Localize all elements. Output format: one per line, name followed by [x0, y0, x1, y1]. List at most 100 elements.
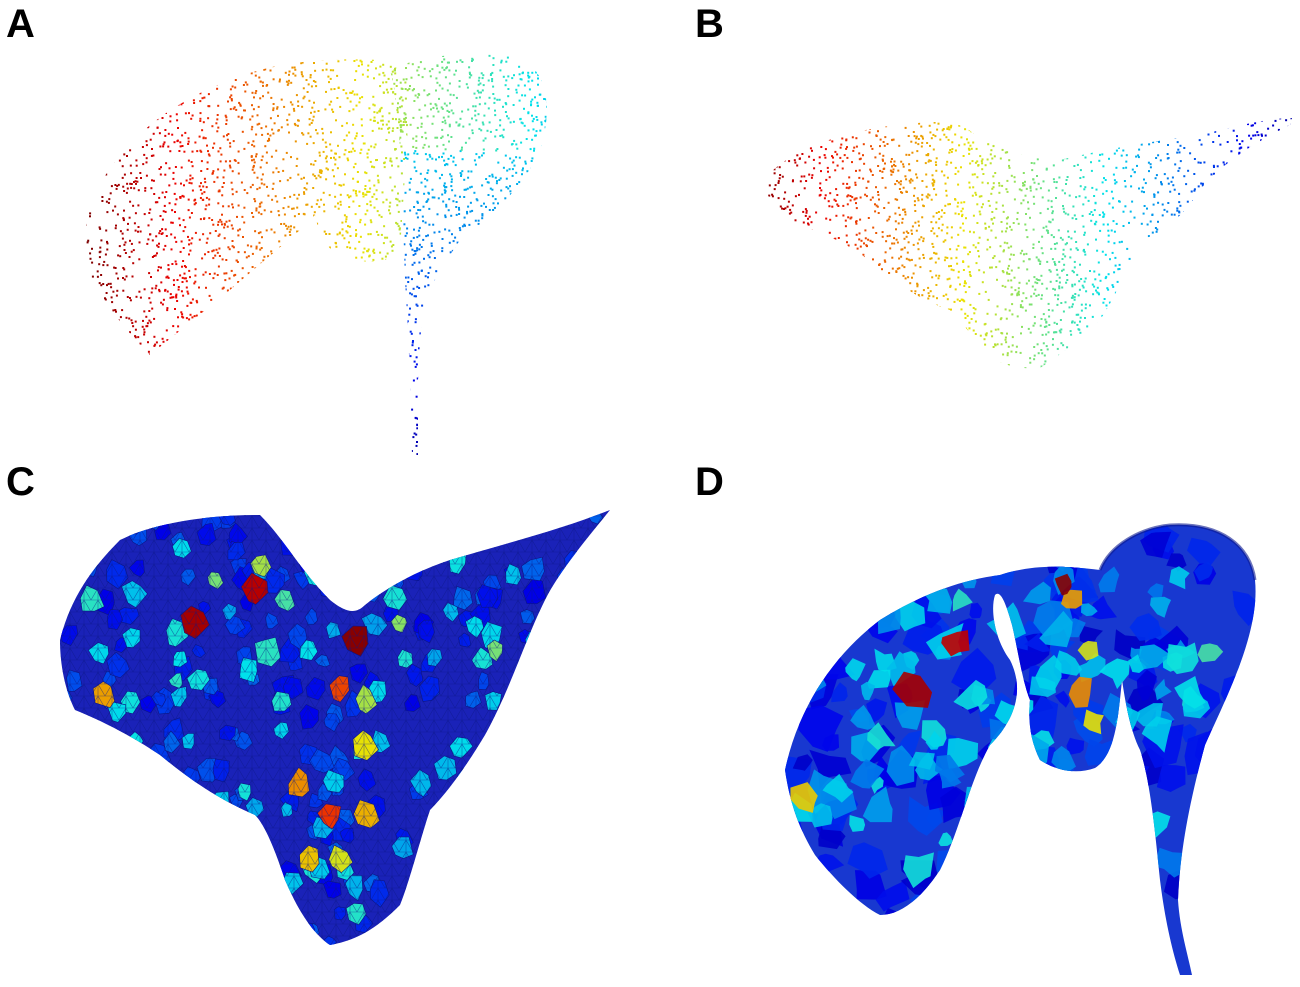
panel-a-point	[265, 229, 268, 232]
panel-a-point	[132, 325, 135, 328]
panel-a-point	[85, 188, 86, 191]
panel-b-point	[876, 294, 879, 297]
panel-a-point	[407, 276, 410, 279]
panel-a-point	[295, 165, 298, 167]
panel-a-point	[255, 133, 258, 136]
panel-b-point	[1266, 342, 1269, 345]
panel-b-point	[1073, 230, 1076, 233]
panel-a-point	[128, 89, 131, 92]
panel-a-point	[310, 111, 312, 114]
panel-a-point	[530, 237, 533, 240]
panel-b-point	[807, 361, 809, 364]
panel-a-point	[364, 347, 366, 350]
panel-a-point	[95, 103, 98, 106]
panel-a-point	[269, 69, 272, 72]
panel-a-point	[243, 147, 246, 150]
panel-a-point	[246, 83, 249, 86]
panel-a-point	[364, 326, 367, 329]
panel-a-point	[289, 101, 292, 104]
panel-b-point	[783, 159, 786, 162]
panel-a-point	[148, 297, 151, 300]
panel-a-point	[402, 121, 405, 123]
panel-a-point	[408, 435, 411, 438]
panel-a-point	[122, 289, 125, 292]
panel-a-point	[296, 124, 299, 127]
panel-a-point	[545, 184, 547, 187]
panel-a-point	[475, 119, 478, 122]
panel-a-point	[369, 233, 372, 236]
panel-b-point	[925, 154, 928, 157]
panel-a-point	[188, 112, 190, 115]
panel-b-point	[998, 184, 1001, 187]
panel-a-point	[430, 310, 433, 313]
panel-b-point	[1270, 315, 1273, 318]
panel-b-point	[787, 126, 790, 129]
panel-a-point	[552, 277, 554, 279]
panel-a-point	[268, 313, 271, 316]
panel-a-point	[504, 251, 507, 254]
panel-a-point	[386, 91, 389, 94]
panel-a-point	[342, 272, 344, 275]
panel-a-point	[311, 359, 313, 361]
panel-a-point	[397, 305, 400, 308]
panel-a-point	[410, 165, 412, 167]
panel-a-point	[411, 263, 414, 266]
panel-a-point	[97, 175, 100, 178]
panel-a-point	[388, 381, 390, 383]
panel-a-point	[220, 298, 223, 300]
panel-a-point	[260, 201, 263, 204]
panel-a-point	[241, 130, 244, 133]
panel-a-point	[482, 152, 485, 155]
panel-a-point	[306, 268, 309, 271]
panel-a-point	[415, 363, 418, 366]
panel-a-point	[199, 92, 202, 95]
panel-b-point	[1190, 312, 1193, 314]
panel-a-point	[336, 74, 339, 77]
panel-b-point	[1079, 177, 1082, 179]
panel-a-point	[94, 148, 96, 151]
panel-a-point	[355, 132, 358, 135]
panel-b-point	[1145, 318, 1148, 321]
panel-a-point	[346, 246, 349, 249]
panel-a-point	[528, 385, 531, 388]
panel-b-point	[1153, 271, 1155, 274]
panel-a-point	[154, 86, 157, 88]
panel-a-point	[206, 237, 209, 240]
panel-a-point	[386, 286, 388, 288]
panel-a-point	[348, 151, 351, 153]
panel-a-point	[401, 99, 404, 102]
panel-a-point	[516, 238, 519, 241]
panel-a-point	[353, 342, 356, 344]
panel-b-point	[1177, 308, 1180, 311]
panel-b-point	[1219, 143, 1222, 146]
panel-a-point	[258, 279, 261, 282]
panel-a-point	[131, 135, 134, 138]
panel-a-point	[126, 228, 129, 231]
panel-a-point	[338, 156, 341, 159]
panel-a-point	[315, 57, 317, 59]
panel-a-point	[507, 187, 510, 190]
panel-a-point	[207, 153, 210, 156]
panel-a-point	[420, 269, 423, 272]
panel-a-point	[188, 269, 191, 272]
panel-a-point	[461, 110, 464, 113]
panel-a-point	[283, 197, 286, 199]
panel-a-point	[459, 195, 461, 198]
panel-a-point	[112, 290, 115, 293]
panel-a-point	[435, 158, 437, 161]
panel-a-point	[96, 275, 99, 278]
panel-a-point	[85, 132, 87, 135]
panel-a-point	[211, 125, 214, 128]
panel-a-point	[177, 325, 180, 328]
panel-b-point	[826, 350, 829, 353]
panel-b-point	[859, 328, 862, 331]
panel-a-point	[482, 148, 485, 151]
panel-a-point	[204, 347, 206, 349]
panel-a-point	[306, 244, 309, 247]
panel-a-point	[481, 213, 484, 216]
panel-b-point	[792, 289, 795, 292]
panel-a-point	[484, 329, 487, 332]
panel-a-point	[517, 274, 520, 276]
panel-a-point	[551, 359, 553, 361]
panel-a-point	[163, 204, 166, 207]
